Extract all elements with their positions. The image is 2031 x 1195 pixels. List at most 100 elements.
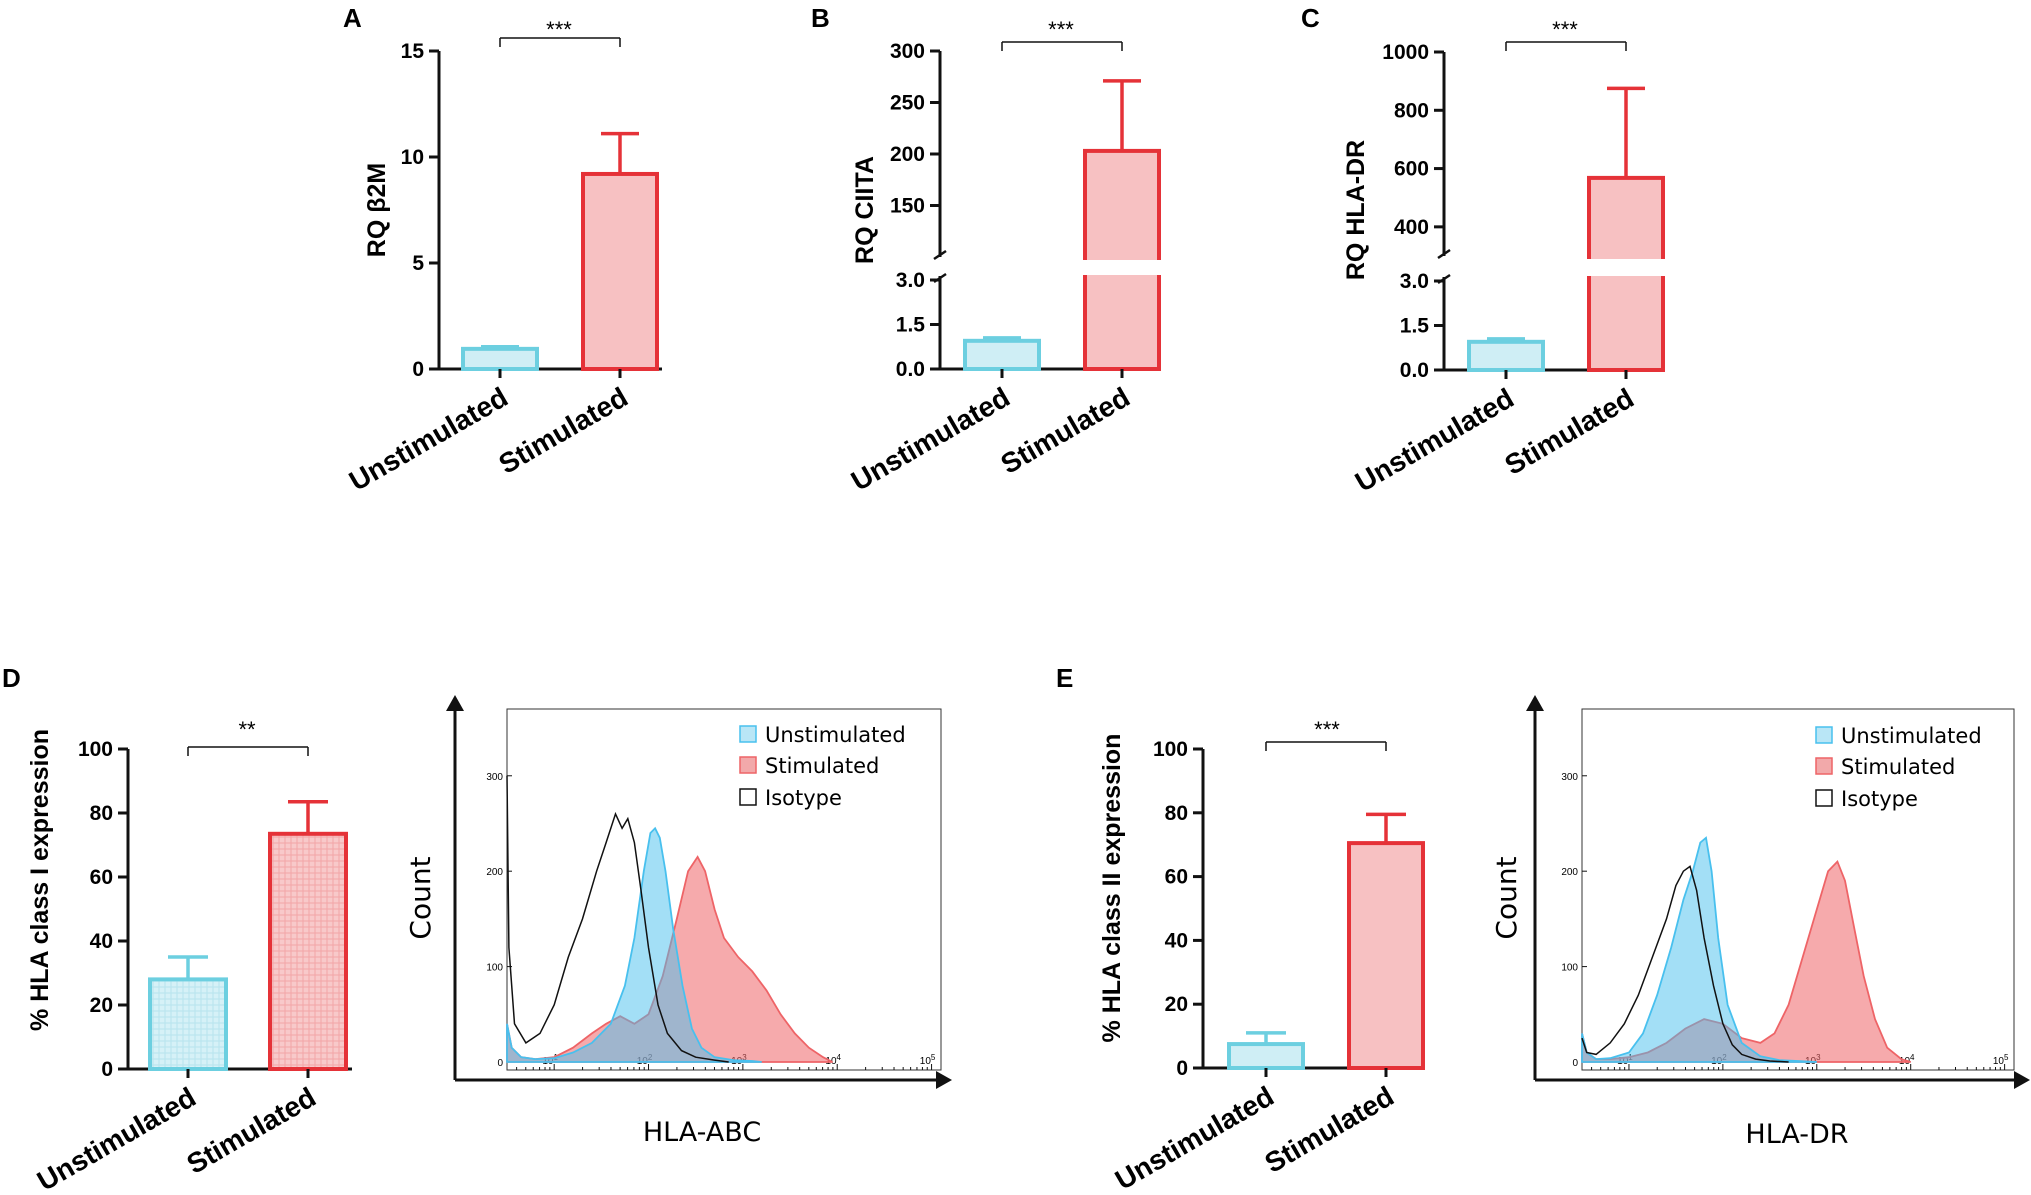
y-tick-label: 0 xyxy=(412,358,424,381)
panel-label-b: B xyxy=(811,3,830,33)
y-tick-label: 0 xyxy=(1572,1058,1578,1069)
y-tick-label: 1.5 xyxy=(896,314,926,337)
y-tick-label: 80 xyxy=(90,802,113,825)
panel-label-e: E xyxy=(1056,663,1073,693)
y-tick-label: 100 xyxy=(78,738,113,761)
legend-label-isotype: Isotype xyxy=(1841,787,1918,811)
y-tick-label: 300 xyxy=(1561,772,1578,783)
panel-c-significance: *** xyxy=(1552,17,1578,42)
y-tick-label: 300 xyxy=(486,772,503,783)
y-arrowhead xyxy=(1526,695,1544,711)
y-tick-label: 250 xyxy=(890,92,925,115)
y-tick-label: 60 xyxy=(1165,866,1188,889)
flow-e-legend: Unstimulated Stimulated Isotype xyxy=(1815,724,1982,811)
histogram-unstimulated xyxy=(506,826,762,1063)
panel-c-bars: 0.0 1.5 3.0 400 600 800 1000 UnstimulatedStimul… xyxy=(1350,41,1667,498)
bar-unstimulated xyxy=(148,977,228,1072)
y-tick-label: 0.0 xyxy=(1400,359,1429,382)
panel-b-bars: 0.0 1.5 3.0 150 200 250 300 UnstimulatedStimula… xyxy=(846,40,1163,497)
y-tick-label: 150 xyxy=(890,195,925,218)
y-tick-label: 20 xyxy=(90,994,113,1017)
bar-unstimulated xyxy=(963,338,1041,372)
panel-c-ylabel: RQ HLA-DR xyxy=(1342,140,1370,280)
y-tick-label: 3.0 xyxy=(1400,270,1429,293)
y-tick-label: 200 xyxy=(890,143,925,166)
y-tick-label: 20 xyxy=(1165,993,1188,1016)
legend-label-unstimulated: Unstimulated xyxy=(765,723,906,747)
legend-swatch-stimulated xyxy=(739,756,757,774)
panel-label-c: C xyxy=(1301,3,1320,33)
bar-stimulated xyxy=(581,171,659,371)
bar-stimulated xyxy=(268,831,348,1071)
panel-a-ylabel: RQ β2M xyxy=(363,163,391,257)
x-tick-label: 105 xyxy=(1993,1053,2009,1067)
y-tick-label: 10 xyxy=(401,146,424,169)
bar-stimulated xyxy=(1083,148,1161,371)
category-label-unstimulated: Unstimulated xyxy=(1350,382,1519,498)
y-tick-label: 0 xyxy=(101,1058,113,1081)
legend-swatch-unstimulated xyxy=(739,725,757,743)
bar-unstimulated xyxy=(461,346,539,371)
flow-d-xlabel: HLA-ABC xyxy=(643,1117,761,1148)
axis-break-gap xyxy=(1585,259,1667,276)
legend-swatch-isotype xyxy=(1815,789,1833,807)
panel-b-significance: *** xyxy=(1048,17,1074,42)
x-arrowhead xyxy=(2014,1071,2030,1089)
category-label-unstimulated: Unstimulated xyxy=(32,1081,201,1195)
legend-label-stimulated: Stimulated xyxy=(765,754,879,778)
legend-label-stimulated: Stimulated xyxy=(1841,755,1955,779)
y-tick-label: 40 xyxy=(1165,929,1188,952)
y-arrowhead xyxy=(446,695,464,711)
panel-e-ylabel: % HLA class II expression xyxy=(1098,734,1126,1043)
category-label-unstimulated: Unstimulated xyxy=(846,381,1015,497)
y-tick-label: 80 xyxy=(1165,802,1188,825)
y-tick-label: 400 xyxy=(1394,216,1429,239)
x-tick-label: 105 xyxy=(920,1053,936,1067)
legend-swatch-isotype xyxy=(739,788,757,806)
y-tick-label: 3.0 xyxy=(896,269,925,292)
y-tick-label: 0 xyxy=(497,1058,503,1069)
category-label-stimulated: Stimulated xyxy=(996,381,1135,479)
flow-e-xlabel: HLA-DR xyxy=(1745,1119,1848,1150)
chart-marks: 051015UnstimulatedStimulated0.01.53.0150… xyxy=(32,37,2030,1195)
category-label-stimulated: Stimulated xyxy=(182,1081,321,1179)
x-arrowhead xyxy=(936,1071,952,1089)
histogram-isotype xyxy=(506,775,729,1063)
axis-break-mark xyxy=(933,249,947,261)
category-label-stimulated: Stimulated xyxy=(494,381,633,479)
y-tick-label: 0 xyxy=(1176,1057,1188,1080)
axis-break-mark xyxy=(1437,248,1451,260)
flow-e-plot: 0100200300101102103104105 xyxy=(1526,695,2030,1089)
y-tick-label: 200 xyxy=(486,867,503,878)
histogram-stimulated xyxy=(1581,859,1911,1063)
y-tick-label: 0.0 xyxy=(896,358,925,381)
bar-unstimulated xyxy=(1227,1042,1305,1070)
flow-d-plot: 0100200300101102103104105 xyxy=(446,695,952,1089)
y-tick-label: 600 xyxy=(1394,158,1429,181)
panel-d-significance: ** xyxy=(238,717,256,742)
flow-e-ylabel: Count xyxy=(1490,856,1523,939)
category-label-unstimulated: Unstimulated xyxy=(344,381,513,497)
plot-frame xyxy=(506,708,942,1071)
y-tick-label: 60 xyxy=(90,866,113,889)
axis-break-gap xyxy=(1081,260,1163,275)
y-tick-label: 100 xyxy=(486,963,503,974)
y-tick-label: 1000 xyxy=(1382,41,1429,64)
bar-unstimulated xyxy=(1467,339,1545,373)
y-tick-label: 5 xyxy=(412,252,424,275)
flow-d-legend: Unstimulated Stimulated Isotype xyxy=(739,723,906,810)
panel-b-ylabel: RQ CIITA xyxy=(851,156,879,264)
y-tick-label: 300 xyxy=(890,40,925,63)
category-label-unstimulated: Unstimulated xyxy=(1110,1080,1279,1195)
y-tick-label: 100 xyxy=(1561,963,1578,974)
panel-label-a: A xyxy=(343,3,362,33)
legend-swatch-stimulated xyxy=(1815,757,1833,775)
panel-label-d: D xyxy=(2,663,21,693)
y-tick-label: 800 xyxy=(1394,99,1429,122)
y-tick-label: 15 xyxy=(401,40,425,63)
panel-e-significance: *** xyxy=(1314,717,1340,742)
legend-label-isotype: Isotype xyxy=(765,786,842,810)
